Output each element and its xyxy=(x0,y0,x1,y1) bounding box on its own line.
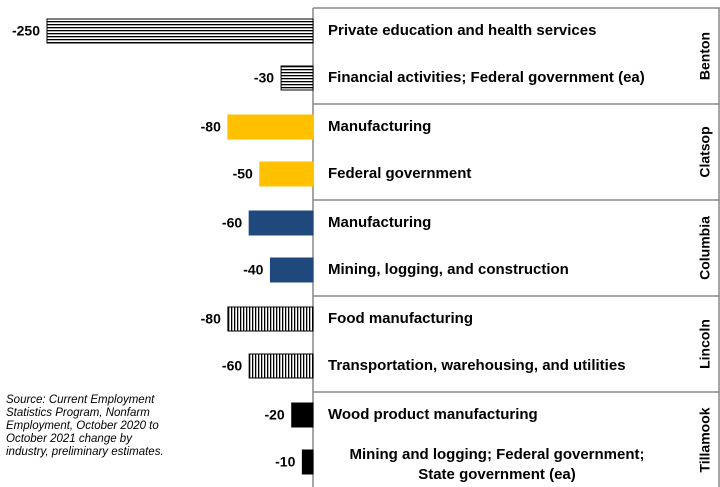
value-label: -250 xyxy=(12,23,40,39)
category-label: Food manufacturing xyxy=(328,310,473,327)
bar xyxy=(227,114,314,140)
category-label: Manufacturing xyxy=(328,214,431,231)
category-label: Mining and logging; Federal government; S… xyxy=(350,446,645,483)
bar xyxy=(46,18,314,44)
value-label: -80 xyxy=(201,119,221,135)
value-label: -60 xyxy=(222,358,242,374)
bar xyxy=(301,449,314,475)
source-note: Source: Current Employment Statistics Pr… xyxy=(6,394,164,458)
value-label: -30 xyxy=(254,70,274,86)
county-label: Benton xyxy=(697,32,713,80)
category-label: Private education and health services xyxy=(328,22,596,39)
bar xyxy=(248,353,314,379)
category-label-line: Mining and logging; Federal government; xyxy=(350,446,645,463)
category-label: Wood product manufacturing xyxy=(328,406,538,423)
category-label: Mining, logging, and construction xyxy=(328,261,569,278)
category-label: Financial activities; Federal government… xyxy=(328,69,645,86)
bar xyxy=(291,402,314,428)
county-label: Clatsop xyxy=(697,126,713,177)
bar xyxy=(259,161,314,187)
bar xyxy=(280,65,314,91)
county-label: Lincoln xyxy=(697,319,713,369)
value-label: -80 xyxy=(201,311,221,327)
category-label-line: State government (ea) xyxy=(418,466,576,483)
value-label: -60 xyxy=(222,215,242,231)
value-label: -50 xyxy=(233,166,253,182)
bar xyxy=(227,306,314,332)
bar xyxy=(248,210,314,236)
value-label: -10 xyxy=(275,454,295,470)
bar xyxy=(269,257,314,283)
county-label: Columbia xyxy=(697,216,713,280)
value-label: -20 xyxy=(264,407,284,423)
category-label: Transportation, warehousing, and utiliti… xyxy=(328,357,626,374)
value-label: -40 xyxy=(243,262,263,278)
county-label: Tillamook xyxy=(697,407,713,472)
category-label: Manufacturing xyxy=(328,118,431,135)
category-label: Federal government xyxy=(328,165,471,182)
